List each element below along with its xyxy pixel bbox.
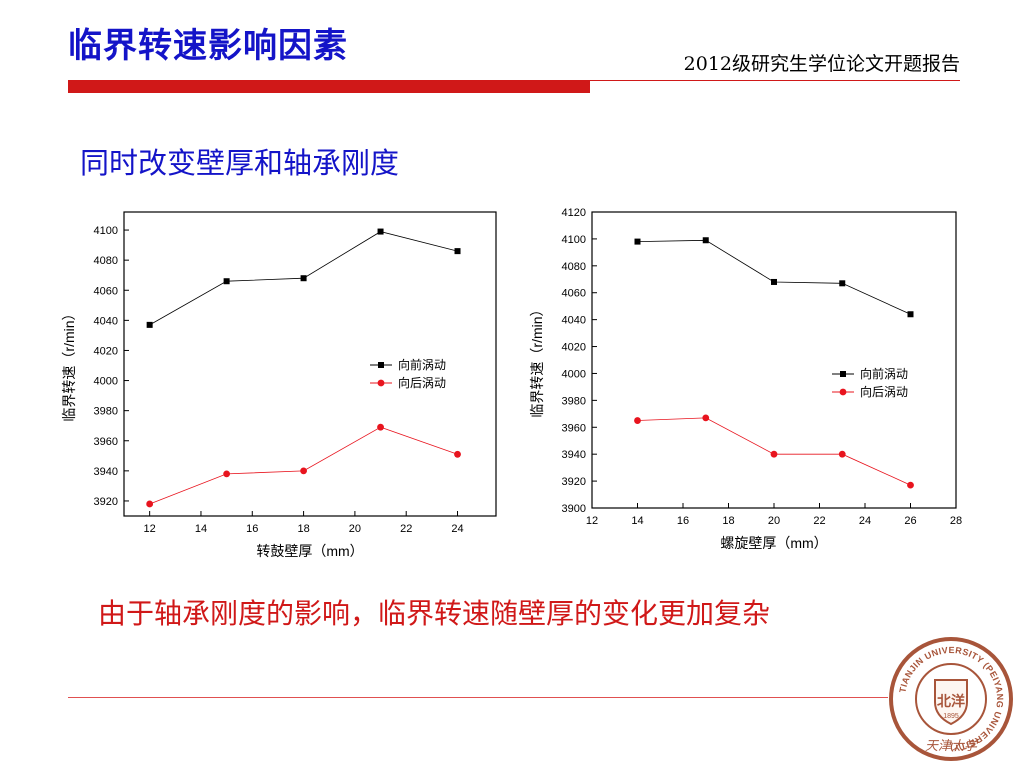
chart-1-series-1-point-1: [702, 414, 710, 422]
chart-1-series-0-line: [637, 239, 911, 315]
chart-0-series-0-point-1: [223, 278, 230, 285]
chart-1-y-tick-label-7: 4040: [562, 315, 586, 327]
chart-1-y-tick-label-9: 4080: [562, 261, 586, 273]
chart-0-y-tick-label-5: 4020: [94, 345, 118, 357]
chart-1-y-tick-label-10: 4100: [562, 234, 586, 246]
chart-0-x-tick-label-1: 14: [195, 523, 207, 535]
chart-1-legend-label-0: 向前涡动: [860, 366, 908, 381]
chart-1-series-0-point-4: [907, 311, 914, 318]
chart-1-legend-label-1: 向后涡动: [860, 384, 908, 399]
chart-1-series-1-point-2: [770, 450, 778, 458]
chart-0-y-tick-label-4: 4000: [94, 376, 118, 388]
chart-1-x-tick-label-2: 16: [677, 515, 689, 527]
chart-0-legend-label-1: 向后涡动: [398, 375, 446, 390]
chart-0-series-0-point-0: [146, 321, 153, 328]
seal-bottom-text: 天津大学: [925, 738, 979, 753]
chart-1-series-1-point-3: [838, 450, 846, 458]
chart-1-x-tick-label-1: 14: [631, 515, 643, 527]
chart-0-legend-marker-0: [378, 362, 384, 368]
chart-0-legend-label-0: 向前涡动: [398, 357, 446, 372]
chart-0-series-0-point-2: [300, 275, 307, 282]
chart-0-y-tick-label-9: 4100: [94, 225, 118, 237]
chart-0-plot-frame: [123, 211, 497, 517]
chart-0-x-tick-label-3: 18: [297, 523, 309, 535]
chart-0-y-tick-label-2: 3960: [94, 436, 118, 448]
chart-1-series-1-point-0: [634, 417, 641, 424]
chart-0-legend-marker-1: [377, 379, 385, 387]
chart-1-legend-marker-1: [839, 388, 847, 396]
chart-1-y-tick-label-4: 3980: [562, 395, 586, 407]
chart-0-x-tick-label-0: 12: [144, 523, 156, 535]
chart-0-y-tick-label-8: 4080: [94, 255, 118, 267]
chart-1-x-axis-label: 螺旋壁厚（mm）: [720, 535, 827, 551]
chart-right: 12 14 16 18 20 22 24 26 28 3900 3920 3940 3960 3980 40…: [529, 207, 962, 551]
chart-0-x-tick-label-2: 16: [246, 523, 258, 535]
chart-0-series-1-point-1: [223, 470, 231, 478]
report-title: 2012级研究生学位论文开题报告: [683, 53, 960, 75]
chart-1-x-tick-label-3: 18: [722, 515, 734, 527]
chart-0-series-0-point-4: [454, 248, 461, 255]
chart-0-series-1-line: [149, 426, 458, 505]
chart-0-x-tick-label-4: 20: [349, 523, 361, 535]
chart-0-series-1-point-0: [146, 500, 154, 508]
chart-0-series-1-point-4: [454, 450, 461, 458]
chart-0-y-tick-label-0: 3920: [94, 496, 118, 508]
slide-title: 临界转速影响因素: [68, 26, 348, 66]
chart-1-x-tick-label-5: 22: [813, 515, 825, 527]
university-seal: TIANJIN UNIVERSITY (PEIYANG UNIVERSITY) …: [889, 637, 1013, 761]
chart-1-y-tick-label-5: 4000: [562, 368, 586, 380]
chart-1-y-axis-label: 临界转速（r/min）: [529, 302, 545, 417]
chart-1-y-tick-label-2: 3940: [562, 449, 586, 461]
chart-0-y-tick-label-3: 3980: [94, 406, 118, 418]
chart-0-y-axis-label: 临界转速（r/min）: [61, 306, 77, 421]
chart-1-legend-marker-0: [840, 371, 846, 377]
chart-0-y-tick-label-7: 4060: [94, 285, 118, 297]
chart-0-x-tick-label-5: 22: [400, 523, 412, 535]
chart-1-x-tick-label-0: 12: [586, 515, 598, 527]
chart-1-y-tick-label-8: 4060: [562, 288, 586, 300]
seal-year: 1895: [943, 713, 959, 720]
chart-0-series-0-point-3: [377, 228, 384, 235]
chart-1-x-tick-label-7: 26: [904, 515, 916, 527]
chart-1-x-tick-label-8: 28: [950, 515, 962, 527]
chart-0-y-tick-label-1: 3940: [94, 466, 118, 478]
chart-left: 12 14 16 18 20 22 24 3920 3940 3960 3980 4000 4020 40…: [61, 211, 497, 559]
chart-1-y-tick-label-0: 3900: [562, 503, 586, 515]
chart-0-series-1-point-2: [300, 467, 307, 475]
chart-0-y-tick-label-6: 4040: [94, 315, 118, 327]
chart-1-y-tick-label-3: 3960: [562, 422, 586, 434]
conclusion-text: 由于轴承刚度的影响，临界转速随壁厚的变化更加复杂: [98, 597, 771, 630]
chart-1-y-tick-label-11: 4120: [562, 207, 586, 219]
chart-1-plot-frame: [591, 211, 957, 509]
chart-0-x-axis-label: 转鼓壁厚（mm）: [256, 543, 363, 559]
chart-1-series-0-point-3: [839, 280, 846, 287]
chart-0-x-tick-label-6: 24: [451, 523, 463, 535]
header-rule-thick: [68, 81, 590, 93]
chart-1-y-tick-label-6: 4020: [562, 342, 586, 354]
chart-1-x-tick-label-4: 20: [768, 515, 780, 527]
seal-center-text: 北洋: [937, 693, 965, 709]
section-heading: 同时改变壁厚和轴承刚度: [80, 146, 400, 180]
chart-1-y-tick-label-1: 3920: [562, 476, 586, 488]
header-rule-thin: [68, 80, 960, 81]
chart-1-series-0-point-2: [771, 278, 777, 285]
footer-rule: [68, 697, 888, 698]
chart-1-series-0-point-1: [702, 237, 709, 244]
chart-1-x-tick-label-6: 24: [859, 515, 871, 527]
seal-outer-ring: [889, 637, 1013, 761]
seal-inner-ring: [915, 663, 987, 735]
chart-0-series-1-point-3: [377, 423, 384, 431]
chart-1-series-1-point-4: [907, 481, 914, 489]
chart-1-series-0-point-0: [634, 238, 641, 245]
seal-shield-icon: [934, 679, 968, 726]
